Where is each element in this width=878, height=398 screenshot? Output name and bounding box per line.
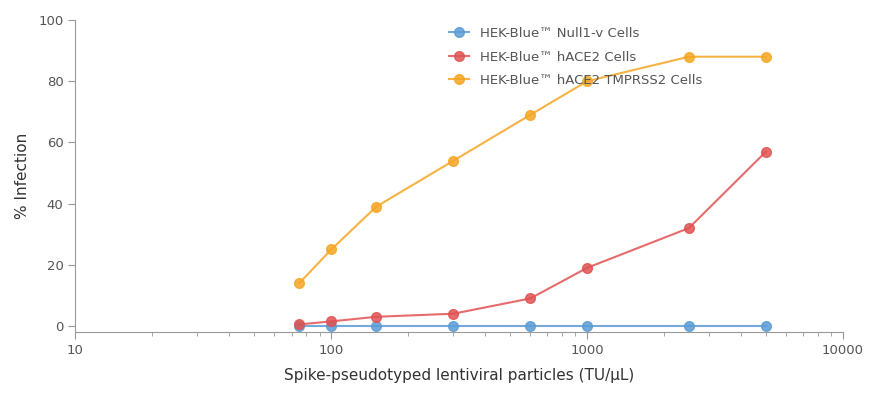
- Line: HEK-Blue™ hACE2 Cells: HEK-Blue™ hACE2 Cells: [294, 147, 770, 329]
- HEK-Blue™ hACE2 TMPRSS2 Cells: [683, 55, 694, 59]
- HEK-Blue™ hACE2 TMPRSS2 Cells: [371, 204, 381, 209]
- HEK-Blue™ hACE2 Cells: [448, 311, 458, 316]
- HEK-Blue™ hACE2 TMPRSS2 Cells: [759, 55, 770, 59]
- HEK-Blue™ Null1-v Cells: [581, 324, 592, 328]
- HEK-Blue™ Null1-v Cells: [326, 324, 336, 328]
- HEK-Blue™ hACE2 TMPRSS2 Cells: [326, 247, 336, 252]
- Y-axis label: % Infection: % Infection: [15, 133, 30, 219]
- Legend: HEK-Blue™ Null1-v Cells, HEK-Blue™ hACE2 Cells, HEK-Blue™ hACE2 TMPRSS2 Cells: HEK-Blue™ Null1-v Cells, HEK-Blue™ hACE2…: [443, 20, 708, 94]
- HEK-Blue™ hACE2 TMPRSS2 Cells: [448, 158, 458, 163]
- HEK-Blue™ Null1-v Cells: [293, 324, 304, 328]
- HEK-Blue™ hACE2 Cells: [293, 322, 304, 327]
- HEK-Blue™ hACE2 Cells: [759, 149, 770, 154]
- HEK-Blue™ hACE2 Cells: [326, 319, 336, 324]
- HEK-Blue™ hACE2 Cells: [524, 296, 535, 301]
- HEK-Blue™ Null1-v Cells: [448, 324, 458, 328]
- HEK-Blue™ hACE2 TMPRSS2 Cells: [581, 79, 592, 84]
- Line: HEK-Blue™ hACE2 TMPRSS2 Cells: HEK-Blue™ hACE2 TMPRSS2 Cells: [294, 52, 770, 288]
- HEK-Blue™ Null1-v Cells: [371, 324, 381, 328]
- HEK-Blue™ Null1-v Cells: [524, 324, 535, 328]
- HEK-Blue™ hACE2 Cells: [683, 226, 694, 230]
- HEK-Blue™ Null1-v Cells: [683, 324, 694, 328]
- X-axis label: Spike-pseudotyped lentiviral particles (TU/μL): Spike-pseudotyped lentiviral particles (…: [284, 368, 634, 383]
- Line: HEK-Blue™ Null1-v Cells: HEK-Blue™ Null1-v Cells: [294, 321, 770, 331]
- HEK-Blue™ hACE2 TMPRSS2 Cells: [293, 281, 304, 285]
- HEK-Blue™ Null1-v Cells: [759, 324, 770, 328]
- HEK-Blue™ hACE2 Cells: [371, 314, 381, 319]
- HEK-Blue™ hACE2 TMPRSS2 Cells: [524, 113, 535, 117]
- HEK-Blue™ hACE2 Cells: [581, 265, 592, 270]
